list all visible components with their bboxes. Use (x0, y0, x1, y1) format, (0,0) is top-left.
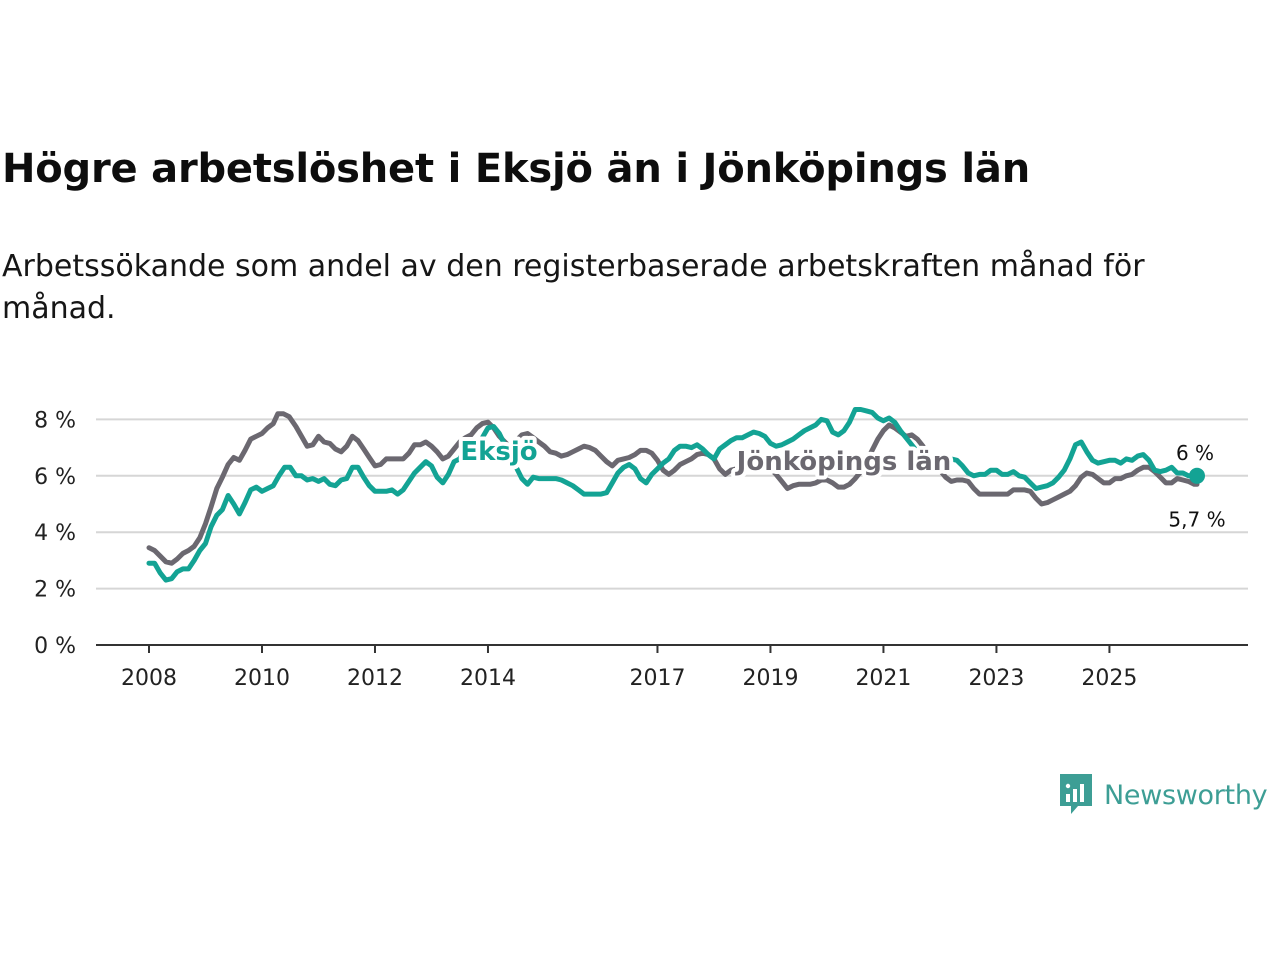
chart-subtitle: Arbetssökande som andel av den registerb… (2, 249, 1145, 326)
end-label-eksjo: 6 % (1176, 441, 1214, 465)
y-tick-label: 8 % (34, 408, 76, 433)
series-line-eksjo (146, 407, 1200, 583)
y-tick-label: 4 % (34, 521, 76, 546)
x-tick-label: 2012 (347, 666, 403, 691)
newsworthy-brand-text: Newsworthy (1104, 779, 1268, 811)
x-tick-label: 2023 (968, 666, 1024, 691)
series-labels: Eksjö Jönköpings län 6 % 5,7 % (456, 433, 1225, 531)
chart-title: Högre arbetslöshet i Eksjö än i Jönköpin… (2, 146, 1030, 192)
y-tick-label: 2 % (34, 578, 76, 603)
x-tick-label: 2014 (460, 666, 516, 691)
series-line-jonkopings-lan (146, 411, 1200, 566)
y-tick-label: 6 % (34, 465, 76, 490)
x-tick-label: 2019 (742, 666, 798, 691)
end-label-jonkopings-lan: 5,7 % (1168, 507, 1225, 531)
series-label-eksjo: Eksjö (460, 437, 537, 467)
series-lines (146, 407, 1200, 583)
newsworthy-logo-icon (1060, 774, 1092, 814)
x-tick-label: 2025 (1081, 666, 1137, 691)
y-tick-label: 0 % (34, 634, 76, 659)
x-tick-label: 2008 (121, 666, 177, 691)
x-tick-label: 2010 (234, 666, 290, 691)
newsworthy-logo: Newsworthy (1058, 772, 1268, 818)
x-tick-label: 2017 (629, 666, 685, 691)
axes: 0 % 2 % 4 % 6 % 8 % 2008 2010 2012 2014 2017 2019 2… (34, 408, 1248, 691)
x-tick-label: 2021 (855, 666, 911, 691)
end-point-eksjo (1189, 467, 1205, 484)
series-label-jonkopings-lan: Jönköpings län (735, 447, 952, 477)
